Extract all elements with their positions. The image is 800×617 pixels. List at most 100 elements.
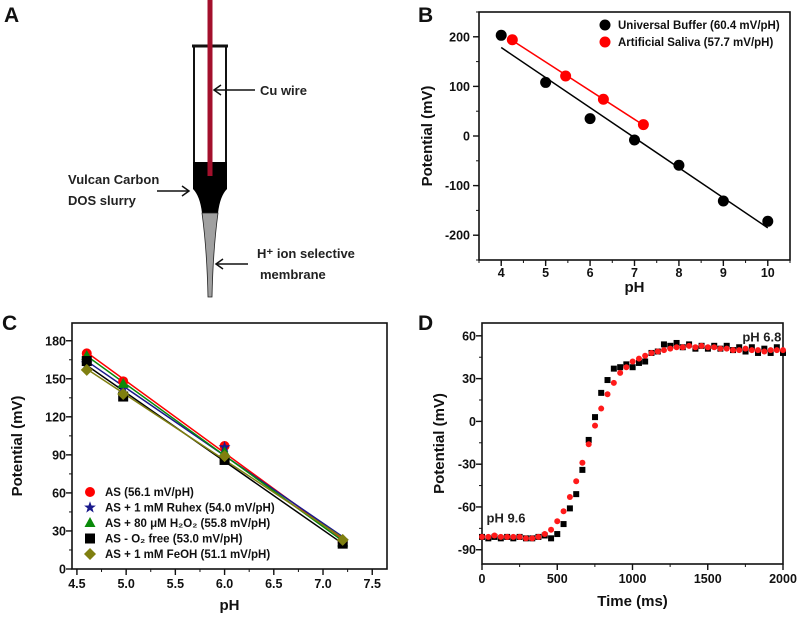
x-tick-label: 4.5 [68, 577, 85, 591]
data-point [660, 341, 667, 348]
cu-wire [207, 0, 213, 176]
data-point [767, 347, 774, 354]
x-tick-label: 5.5 [167, 577, 184, 591]
data-point [610, 379, 617, 386]
data-point [117, 388, 130, 401]
y-tick-label: 120 [45, 410, 66, 424]
chart-d-response-time: 0 500 1000 1500 2000 -90 -60 -30 0 30 60 Time (ms) P… [431, 322, 797, 610]
label-membrane-1: H⁺ ion selective [257, 246, 355, 261]
data-point [117, 377, 129, 388]
x-tick-label: 7.0 [314, 577, 331, 591]
data-point [504, 533, 511, 540]
data-point [560, 508, 567, 515]
data-point [81, 356, 92, 367]
y-tick-label: 200 [449, 30, 470, 44]
data-point [686, 342, 693, 349]
data-point [479, 533, 485, 540]
data-point [717, 195, 729, 207]
legend-label: Artificial Saliva (57.7 mV/pH) [618, 37, 773, 49]
data-point [491, 532, 498, 539]
data-point [579, 466, 586, 473]
data-point [623, 364, 630, 371]
data-point [692, 344, 699, 351]
x-axis-title: pH [220, 597, 240, 614]
plot-frame [71, 322, 388, 570]
y-tick-label: 90 [52, 448, 66, 462]
x-tick-label: 500 [547, 572, 568, 586]
data-point [629, 358, 636, 365]
data-point [673, 339, 680, 346]
data-point [635, 355, 642, 362]
fit-line [86, 364, 344, 545]
data-point [780, 347, 786, 354]
data-point [560, 70, 572, 82]
data-point [80, 363, 93, 376]
panel-label-c: C [2, 312, 17, 335]
y-tick-label: -90 [458, 543, 476, 557]
y-tick-label: 0 [463, 130, 470, 144]
data-point [748, 347, 755, 354]
legend-marker [84, 517, 96, 527]
data-point [654, 348, 661, 355]
data-point [540, 76, 552, 88]
x-tick-label: 1500 [694, 572, 722, 586]
data-point [604, 377, 611, 384]
legend-marker [599, 19, 611, 31]
data-point [679, 344, 686, 351]
data-point [660, 347, 667, 354]
x-tick-label: 7 [631, 266, 638, 280]
data-point [510, 533, 517, 540]
data-point [535, 533, 542, 540]
legend-marker [84, 548, 96, 560]
y-tick-label: 60 [52, 486, 66, 500]
y-axis-title: Potential (mV) [9, 396, 26, 497]
data-point [485, 533, 492, 540]
data-point [673, 159, 685, 171]
data-point [566, 505, 573, 512]
arrow-cu-wire [212, 84, 255, 96]
data-point [698, 342, 705, 349]
x-tick-label: 1000 [619, 572, 647, 586]
x-tick-label: 2000 [769, 572, 797, 586]
data-point [604, 391, 611, 398]
data-point [584, 113, 596, 125]
label-membrane-2: membrane [260, 267, 326, 282]
y-axis-title: Potential (mV) [419, 86, 436, 187]
data-point [773, 347, 780, 354]
x-tick-label: 10 [761, 266, 775, 280]
y-tick-label: 180 [45, 334, 66, 348]
arrow-slurry [157, 185, 191, 197]
data-point [579, 459, 586, 466]
data-point [592, 422, 599, 429]
data-point [704, 344, 711, 351]
data-point [642, 352, 649, 359]
label-cu-wire: Cu wire [260, 83, 307, 98]
x-tick-label: 0 [479, 572, 486, 586]
label-slurry-1: Vulcan Carbon [68, 172, 159, 187]
data-point [617, 369, 624, 376]
data-point [730, 347, 737, 354]
chart-b-calibration: 4 5 6 7 8 9 10 -200 -100 0 100 200 pH Potential (mV) U… [419, 11, 791, 296]
electrode-diagram: Cu wire Vulcan Carbon DOS slurry H⁺ ion … [68, 0, 355, 298]
label-slurry-2: DOS slurry [68, 193, 137, 208]
data-point [717, 345, 724, 352]
y-tick-label: -200 [445, 229, 470, 243]
data-point [629, 134, 640, 146]
legend-label: AS (56.1 mV/pH) [105, 487, 194, 499]
chart-c-interference: 4.5 5.0 5.5 6.0 6.5 7.0 7.5 0 30 60 90 120 150 180 pH P… [9, 322, 388, 614]
data-point [736, 347, 743, 354]
data-point [495, 29, 507, 41]
y-tick-label: -100 [445, 179, 470, 193]
legend-label: Universal Buffer (60.4 mV/pH) [618, 20, 780, 32]
data-point [598, 389, 605, 396]
y-tick-label: -60 [458, 500, 476, 514]
arrow-membrane [214, 258, 248, 270]
data-point [648, 349, 655, 356]
data-point [598, 405, 605, 412]
y-tick-label: 60 [462, 329, 476, 343]
panel-label-a: A [4, 4, 19, 27]
data-point [560, 521, 567, 528]
data-point [541, 531, 548, 538]
fit-line [511, 39, 644, 126]
